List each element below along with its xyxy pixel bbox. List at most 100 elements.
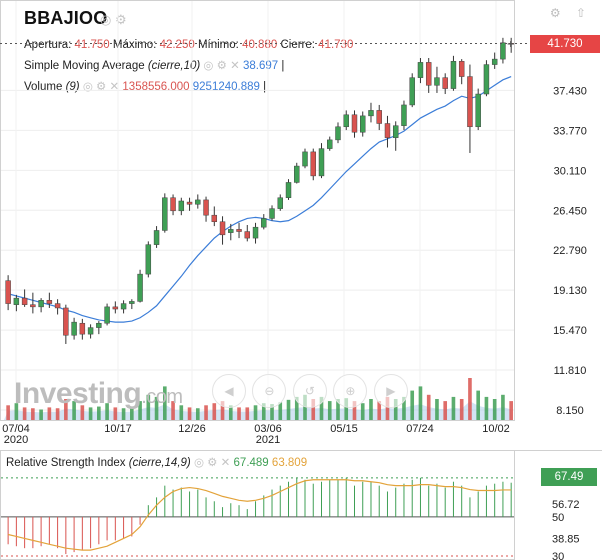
volume-bar bbox=[319, 396, 324, 420]
candle-body bbox=[228, 229, 234, 233]
volume-bar bbox=[64, 399, 68, 420]
candle-body bbox=[195, 199, 201, 205]
volume-bar bbox=[509, 401, 513, 420]
volume-bar bbox=[443, 401, 448, 420]
volume-bar bbox=[113, 407, 118, 420]
price-axis-tick-label: 33.770 bbox=[553, 125, 587, 137]
ohlc-legend: Apertura: 41.750 Máximo: 42.250 Mínimo: … bbox=[24, 39, 353, 51]
time-axis-tick-label: 2020 bbox=[4, 434, 28, 446]
volume-bar bbox=[418, 386, 423, 420]
candle-body bbox=[38, 300, 44, 308]
volume-bar bbox=[253, 405, 258, 420]
reset-icon[interactable]: ↺ bbox=[292, 374, 327, 408]
candle-body bbox=[500, 42, 506, 60]
time-axis-tick-label: 05/15 bbox=[330, 423, 358, 435]
candle-body bbox=[219, 221, 226, 236]
chart-header: BBAJIOO ◎ ⚙ ⚙ ⇧ Apertura: 41.750 Máximo:… bbox=[0, 0, 602, 100]
time-axis-tick-label: 2021 bbox=[256, 434, 280, 446]
candle-body bbox=[104, 306, 110, 324]
volume-bar bbox=[501, 394, 505, 420]
zoom-out-icon[interactable]: ⊖ bbox=[252, 374, 287, 408]
rsi-name: Relative Strength Index bbox=[6, 457, 126, 469]
candle-body bbox=[129, 301, 135, 304]
candle-body bbox=[211, 214, 218, 222]
scroll-right-icon[interactable]: ▶ bbox=[373, 374, 408, 408]
candle-body bbox=[491, 58, 498, 65]
high-value: 42.250 bbox=[159, 39, 195, 51]
volume-bar bbox=[220, 401, 225, 420]
time-axis-tick-label: 10/02 bbox=[482, 423, 510, 435]
candle-body bbox=[384, 123, 391, 138]
sma-settings-icon[interactable]: ◎ ⚙ ✕ bbox=[203, 60, 240, 72]
volume-bar bbox=[360, 403, 365, 420]
candle-body bbox=[153, 230, 160, 245]
candle-body bbox=[236, 229, 242, 232]
volume-bar bbox=[393, 399, 398, 420]
rsi-params: (cierre,14,9) bbox=[128, 457, 191, 469]
candle-body bbox=[252, 226, 259, 239]
rsi-settings-icon[interactable]: ◎ ⚙ ✕ bbox=[193, 457, 231, 469]
candle-body bbox=[343, 114, 349, 128]
rsi-axis-tick-label: 56.72 bbox=[552, 499, 580, 511]
open-label: Apertura: bbox=[24, 39, 72, 51]
candle-body bbox=[409, 77, 415, 106]
sma-legend: Simple Moving Average (cierre,10) ◎ ⚙ ✕ … bbox=[24, 58, 284, 72]
volume-bar bbox=[468, 378, 472, 420]
volume-bar bbox=[88, 407, 93, 420]
close-label: Cierre: bbox=[280, 39, 315, 51]
volume-bar bbox=[130, 407, 134, 420]
volume-bar bbox=[311, 399, 316, 420]
volume-bar bbox=[286, 399, 291, 420]
time-axis-tick-label: 03/06 bbox=[254, 423, 282, 435]
volume-bar bbox=[476, 390, 481, 420]
volume-bar bbox=[105, 403, 109, 420]
price-axis-tick-label: 11.810 bbox=[554, 365, 587, 377]
volume-bar bbox=[327, 401, 332, 420]
volume-bar bbox=[459, 399, 464, 420]
candle-body bbox=[170, 197, 176, 212]
volume-bar bbox=[212, 403, 217, 420]
ticker-visibility-settings-icon[interactable]: ◎ ⚙ bbox=[100, 12, 127, 27]
price-plot-frame bbox=[0, 0, 515, 421]
candle-body bbox=[79, 322, 86, 335]
time-axis-tick-label: 07/04 bbox=[2, 423, 30, 435]
candle-body bbox=[483, 64, 490, 95]
price-axis-tick-label: 19.130 bbox=[553, 285, 587, 297]
candle-body bbox=[401, 104, 407, 126]
candle-body bbox=[186, 201, 193, 205]
volume-bar bbox=[410, 390, 415, 420]
volume-bar bbox=[138, 401, 142, 420]
time-axis-tick-label: 10/17 bbox=[104, 423, 132, 435]
price-axis-tick-label: 30.110 bbox=[554, 165, 587, 177]
price-axis-tick-label: 15.470 bbox=[553, 325, 587, 337]
time-axis-tick-label: 07/24 bbox=[406, 423, 434, 435]
time-axis-tick-label: 12/26 bbox=[178, 423, 206, 435]
crosshair-icon: + bbox=[507, 37, 514, 51]
rsi-axis-tick-label: 38.85 bbox=[552, 534, 580, 546]
volume-bar bbox=[451, 396, 456, 420]
scroll-left-icon[interactable]: ◀ bbox=[212, 374, 246, 408]
volume-bar bbox=[228, 405, 233, 420]
volume-bar bbox=[6, 405, 10, 420]
volume-bar bbox=[261, 403, 266, 420]
rsi-axis-tick-label: 50 bbox=[552, 512, 564, 524]
volume-bar bbox=[492, 399, 497, 420]
sma-params: (cierre,10) bbox=[147, 60, 201, 72]
ticker-symbol: BBAJIOO bbox=[24, 8, 108, 28]
candle-body bbox=[54, 303, 61, 309]
candle-body bbox=[71, 321, 77, 336]
volume-bar bbox=[204, 405, 208, 420]
logo-main: Investing bbox=[14, 377, 142, 410]
volume-bar bbox=[154, 396, 159, 420]
candle-body bbox=[475, 93, 481, 128]
zoom-in-icon[interactable]: ⊕ bbox=[333, 374, 368, 408]
candle-body bbox=[162, 197, 168, 231]
candle-body bbox=[467, 76, 473, 128]
candle-body bbox=[285, 182, 292, 198]
sma-separator: | bbox=[281, 60, 285, 72]
candle-body bbox=[376, 110, 382, 124]
window-settings-icon[interactable]: ⚙ ⇧ bbox=[549, 6, 592, 20]
investing-logo: Investing.com bbox=[14, 377, 183, 411]
candle-body bbox=[442, 77, 448, 89]
